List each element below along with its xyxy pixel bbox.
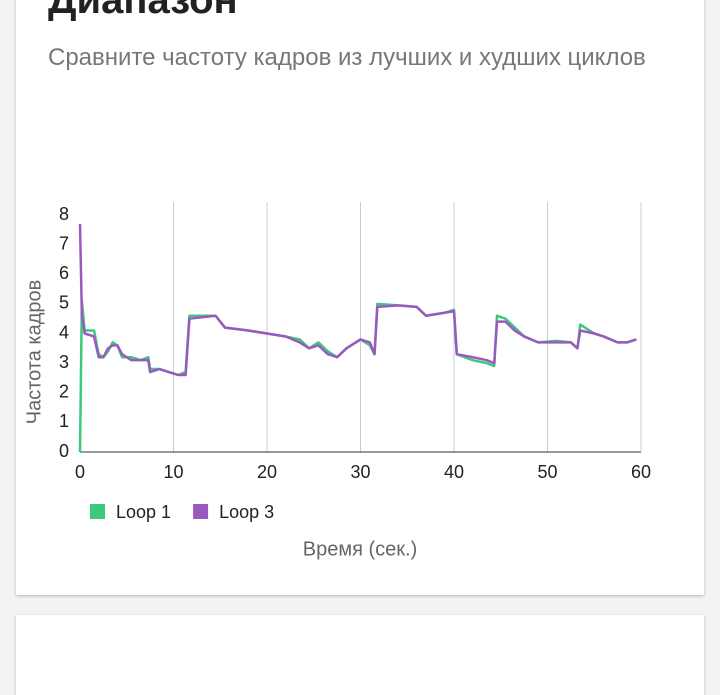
y-axis-label: Частота кадров xyxy=(23,280,45,425)
x-tick-label: 60 xyxy=(631,462,651,482)
y-tick-label: 1 xyxy=(59,411,69,431)
series-line xyxy=(78,299,637,453)
chart: Время (сек.) Частота кадров 0 10 20 30 40 50 6… xyxy=(23,202,651,560)
x-axis-label: Время (сек.) xyxy=(303,538,417,560)
x-tick-label: 10 xyxy=(163,462,183,482)
legend-label: Loop 1 xyxy=(116,502,171,522)
y-tick-label: 3 xyxy=(59,352,69,372)
y-tick-label: 4 xyxy=(59,322,69,342)
y-tick-label: 0 xyxy=(59,441,69,461)
card-subtitle: Сравните частоту кадров из лучших и худш… xyxy=(48,44,646,71)
y-tick-label: 7 xyxy=(59,233,69,253)
legend-swatch xyxy=(90,504,105,519)
y-tick-label: 6 xyxy=(59,263,69,283)
legend-swatch xyxy=(193,504,209,519)
page: Диапазон Сравните частоту кадров из лучш… xyxy=(16,0,704,695)
x-tick-label: 0 xyxy=(75,462,85,482)
y-tick-label: 2 xyxy=(59,382,69,402)
y-tick-label: 5 xyxy=(59,293,69,313)
legend-label: Loop 3 xyxy=(219,502,274,522)
y-tick-label: 8 xyxy=(59,204,69,224)
x-tick-label: 30 xyxy=(350,462,370,482)
x-tick-label: 50 xyxy=(537,462,557,482)
x-tick-label: 20 xyxy=(257,462,277,482)
series-line xyxy=(78,223,637,377)
x-tick-label: 40 xyxy=(444,462,464,482)
card-title: Диапазон xyxy=(48,0,238,22)
